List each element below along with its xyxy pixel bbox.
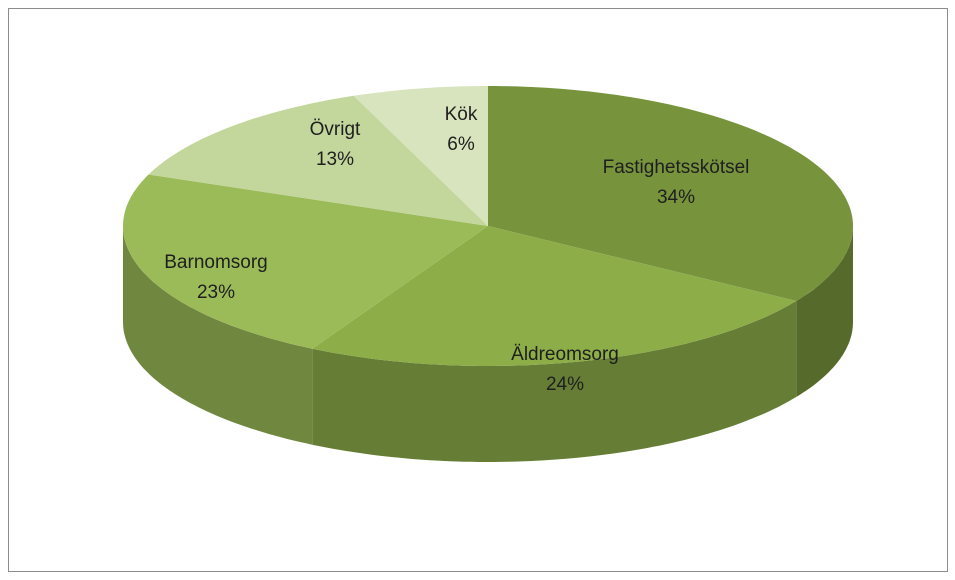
- slice-label: Äldreomsorg: [511, 344, 619, 365]
- slice-value-label: 34%: [657, 187, 695, 208]
- pie-slice: [148, 95, 488, 226]
- slice-value-label: 23%: [197, 282, 235, 303]
- pie-slice: [488, 86, 853, 301]
- slice-label: Barnomsorg: [164, 252, 268, 273]
- pie-side: [312, 301, 797, 462]
- slice-value-label: 6%: [447, 134, 475, 155]
- pie-slice: [312, 226, 797, 366]
- slice-label: Fastighetsskötsel: [603, 157, 750, 178]
- pie-side: [796, 226, 853, 397]
- slice-value-label: 13%: [316, 149, 354, 170]
- pie-side: [123, 226, 313, 445]
- slice-label: Övrigt: [310, 119, 361, 140]
- slice-label: Kök: [445, 104, 478, 125]
- slice-value-label: 24%: [546, 374, 584, 395]
- pie-slice: [123, 174, 488, 349]
- pie-slice: [353, 86, 488, 226]
